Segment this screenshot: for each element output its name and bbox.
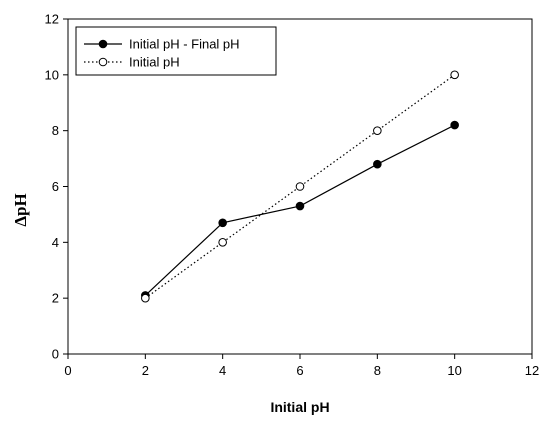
x-tick-label: 8	[374, 363, 381, 378]
legend-marker	[98, 57, 108, 67]
series-1	[141, 120, 459, 300]
data-point	[295, 201, 305, 211]
y-tick-label: 6	[52, 179, 59, 194]
y-axis-label: ΔpH	[11, 193, 30, 226]
data-point	[450, 120, 459, 130]
x-tick-label: 12	[525, 363, 539, 378]
x-tick-label: 10	[447, 363, 461, 378]
x-axis-label: Initial pH	[270, 399, 329, 415]
x-axis: 0 2 4 6 8 10 12	[64, 354, 539, 378]
data-point	[218, 238, 227, 247]
legend-entry: Initial pH	[129, 55, 180, 70]
y-tick-label: 0	[52, 347, 59, 362]
series-2	[141, 70, 459, 303]
data-point	[373, 159, 382, 169]
legend: Initial pH - Final pH Initial pH	[75, 26, 277, 76]
data-point	[373, 126, 382, 135]
series-layer	[141, 70, 459, 303]
data-point	[450, 70, 459, 80]
y-tick-label: 4	[52, 235, 59, 250]
y-tick-label: 8	[52, 123, 59, 138]
data-point	[295, 182, 305, 191]
x-tick-label: 0	[64, 363, 71, 378]
legend-box	[75, 26, 277, 76]
x-tick-label: 4	[219, 363, 226, 378]
data-point	[218, 218, 227, 228]
y-tick-label: 10	[45, 67, 59, 82]
y-tick-label: 12	[45, 12, 59, 27]
x-tick-label: 6	[296, 363, 303, 378]
y-tick-label: 2	[52, 291, 59, 306]
legend-marker	[98, 39, 108, 49]
legend-entry: Initial pH - Final pH	[129, 37, 240, 52]
x-tick-label: 2	[142, 363, 149, 378]
data-point	[141, 293, 150, 303]
y-axis: 0 2 4 6 8 10 12	[45, 12, 68, 362]
